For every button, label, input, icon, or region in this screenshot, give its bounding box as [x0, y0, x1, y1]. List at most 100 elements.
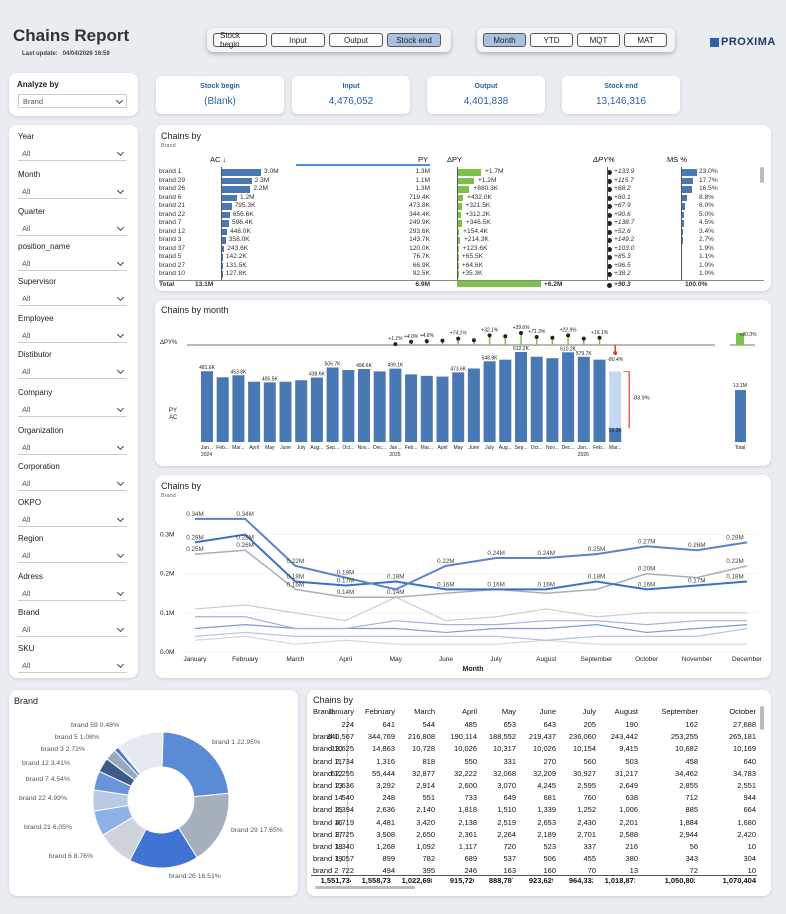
dpy-bar[interactable]	[457, 228, 460, 235]
matrix-row-label[interactable]: brand 15	[313, 805, 343, 815]
dpy-bar[interactable]	[457, 211, 462, 218]
dpy-point[interactable]	[613, 351, 618, 355]
month-ac-bar[interactable]	[546, 358, 559, 442]
month-ac-bar[interactable]	[609, 428, 622, 442]
output-button[interactable]: Output	[329, 33, 383, 47]
brand-series-line[interactable]	[195, 616, 747, 630]
ms-bar[interactable]	[681, 228, 684, 235]
brand-series-line[interactable]	[194, 533, 748, 591]
month-ac-bar[interactable]	[295, 380, 308, 442]
brand-series-line[interactable]	[194, 627, 748, 641]
month-ac-bar[interactable]	[373, 371, 386, 442]
matrix-row-label[interactable]: brand 13	[313, 781, 343, 790]
filter-dropdown-okpo[interactable]: All	[18, 513, 127, 527]
ac-bar[interactable]	[221, 186, 251, 193]
month-ac-bar[interactable]	[310, 377, 323, 442]
row-name[interactable]: brand 26	[159, 185, 186, 192]
dpy-bar[interactable]	[457, 220, 462, 227]
dpy-point[interactable]	[471, 338, 476, 343]
dpy-point[interactable]	[597, 335, 602, 340]
row-name[interactable]: brand 37	[159, 244, 186, 252]
filter-dropdown-quarter[interactable]: All	[18, 222, 127, 236]
month-ac-bar[interactable]	[405, 374, 418, 442]
matrix-column-header[interactable]: September	[661, 707, 698, 716]
month-button[interactable]: Month	[483, 33, 526, 47]
total-ac-bar[interactable]	[735, 390, 746, 442]
matrix-row-label[interactable]: brand 10	[313, 744, 343, 754]
row-name[interactable]: brand 3	[159, 236, 182, 243]
brand-series-line[interactable]	[194, 623, 748, 634]
matrix-horizontal-scrollbar[interactable]	[315, 886, 415, 889]
ms-bar[interactable]	[681, 194, 688, 201]
row-name[interactable]: brand 22	[159, 210, 186, 218]
month-ac-bar[interactable]	[279, 381, 292, 442]
vertical-scrollbar[interactable]	[760, 167, 764, 183]
month-ac-bar[interactable]	[232, 375, 245, 442]
brand-series-line[interactable]	[194, 549, 748, 598]
row-name[interactable]: brand 12	[159, 227, 186, 235]
filter-dropdown-company[interactable]: All	[18, 403, 127, 417]
month-ac-bar[interactable]	[483, 361, 496, 442]
month-py-bar[interactable]	[609, 371, 622, 429]
matrix-column-header[interactable]: October	[729, 707, 756, 716]
ac-bar[interactable]	[221, 194, 237, 201]
brand-series-line[interactable]	[195, 517, 748, 591]
matrix-row-label[interactable]: brand 19	[313, 854, 343, 864]
month-ac-bar[interactable]	[577, 356, 590, 442]
dpy-point[interactable]	[550, 335, 555, 340]
matrix-column-header[interactable]: February	[364, 707, 395, 716]
month-ac-bar[interactable]	[593, 359, 606, 442]
dpy-bar[interactable]	[457, 254, 459, 261]
dpy-bar[interactable]	[457, 203, 462, 210]
dpy-point[interactable]	[393, 342, 398, 347]
month-ac-bar[interactable]	[263, 382, 276, 442]
ac-bar[interactable]	[221, 211, 230, 218]
matrix-row-label[interactable]: brand 11	[313, 756, 343, 766]
matrix-row-label[interactable]: brand 12	[313, 768, 343, 778]
row-name[interactable]: brand 7	[159, 219, 182, 226]
ac-bar[interactable]	[221, 220, 229, 227]
month-ac-bar[interactable]	[342, 369, 355, 442]
analyze-by-dropdown[interactable]: Brand	[18, 94, 127, 108]
mqt-button[interactable]: MQT	[577, 33, 620, 47]
row-name[interactable]: brand 10	[159, 270, 186, 277]
header-py[interactable]: PY	[418, 155, 429, 164]
ac-bar[interactable]	[221, 203, 232, 210]
input-button[interactable]: Input	[271, 33, 325, 47]
matrix-row-label[interactable]: brand 1	[313, 732, 339, 742]
row-name[interactable]: brand 21	[159, 202, 186, 209]
ac-bar[interactable]	[221, 228, 227, 235]
matrix-row-label[interactable]: brand 17	[313, 829, 343, 839]
row-name[interactable]: brand 27	[159, 261, 186, 269]
matrix-column-header[interactable]: July	[582, 707, 596, 716]
filter-dropdown-month[interactable]: All	[18, 185, 127, 199]
matrix-row-label[interactable]: brand 16	[313, 817, 343, 827]
stock-end-button[interactable]: Stock end	[387, 33, 441, 47]
filter-dropdown-organization[interactable]: All	[18, 441, 127, 455]
row-name[interactable]: brand 6	[159, 193, 182, 201]
filter-dropdown-sku[interactable]: All	[18, 659, 127, 673]
matrix-row-label[interactable]: brand 18	[313, 842, 343, 851]
matrix-row-label[interactable]: brand 14	[313, 793, 343, 803]
ac-bar[interactable]	[221, 169, 261, 176]
dpy-point[interactable]	[566, 333, 571, 338]
donut-slice[interactable]	[161, 731, 230, 798]
dpy-bar[interactable]	[457, 194, 464, 201]
matrix-column-header[interactable]: January	[327, 707, 354, 716]
dpy-point[interactable]	[581, 336, 586, 341]
matrix-row-label[interactable]: brand 2	[313, 866, 339, 876]
brand-series-line[interactable]	[194, 596, 747, 622]
ms-bar[interactable]	[681, 211, 685, 218]
dpy-point[interactable]	[534, 335, 539, 339]
month-ac-bar[interactable]	[201, 371, 213, 442]
matrix-column-header[interactable]: May	[501, 707, 516, 716]
dpy-bar[interactable]	[457, 169, 481, 176]
header-ms[interactable]: MS %	[667, 155, 688, 164]
dpy-bar[interactable]	[457, 177, 474, 184]
filter-dropdown-adress[interactable]: All	[18, 587, 127, 601]
donut-slice[interactable]	[119, 731, 164, 775]
ac-bar[interactable]	[221, 245, 225, 252]
month-ac-bar[interactable]	[420, 375, 433, 442]
header-dpy[interactable]: ΔPY	[447, 155, 463, 164]
header-ac[interactable]: AC ↓	[210, 155, 227, 164]
